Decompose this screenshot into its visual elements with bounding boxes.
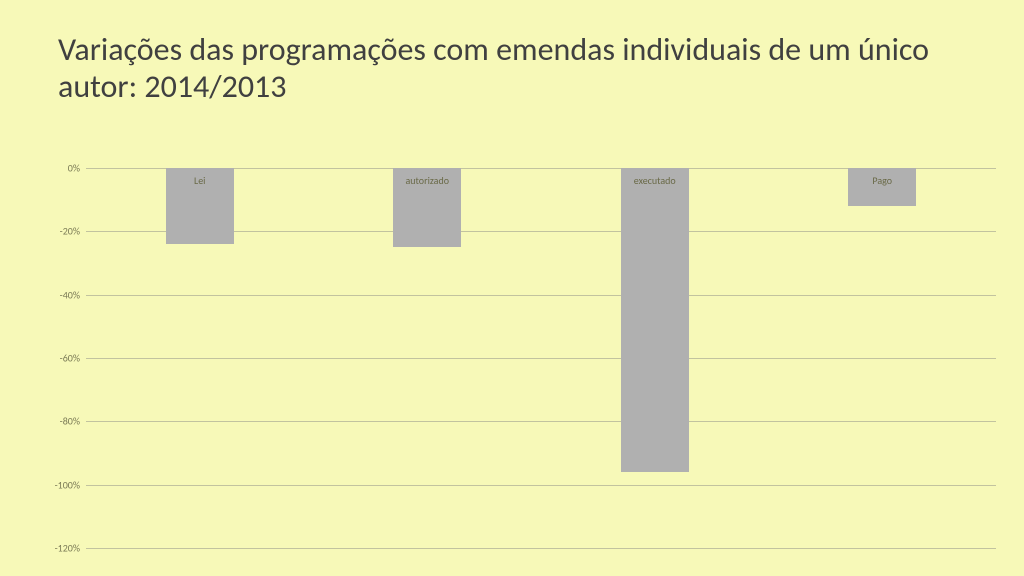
- chart-bar: autorizado: [393, 168, 461, 247]
- chart-category-label: Pago: [848, 174, 916, 187]
- chart-y-tick-label: -40%: [30, 288, 80, 301]
- chart-bar: Lei: [166, 168, 234, 244]
- chart-y-tick-label: 0%: [30, 162, 80, 175]
- chart-bar: Pago: [848, 168, 916, 206]
- chart-gridline: [86, 548, 996, 549]
- page-title: Variações das programações com emendas i…: [58, 32, 978, 106]
- chart-plot-area: Lei autorizado executado Pago: [86, 168, 996, 548]
- chart-bar: executado: [621, 168, 689, 472]
- chart-category-label: autorizado: [393, 174, 461, 187]
- slide: Variações das programações com emendas i…: [0, 0, 1024, 576]
- chart-y-tick-label: -80%: [30, 415, 80, 428]
- chart-y-tick-label: -120%: [30, 542, 80, 555]
- chart-y-tick-label: -20%: [30, 225, 80, 238]
- chart-category-label: executado: [621, 174, 689, 187]
- chart-y-tick-label: -100%: [30, 478, 80, 491]
- chart-gridline: [86, 295, 996, 296]
- chart-gridline: [86, 421, 996, 422]
- chart-gridline: [86, 485, 996, 486]
- chart-y-tick-label: -60%: [30, 352, 80, 365]
- chart-category-label: Lei: [166, 174, 234, 187]
- revenue-chart: LeiautorizadoexecutadoPago 0%-20%-40%-60…: [30, 168, 1000, 564]
- chart-gridline: [86, 358, 996, 359]
